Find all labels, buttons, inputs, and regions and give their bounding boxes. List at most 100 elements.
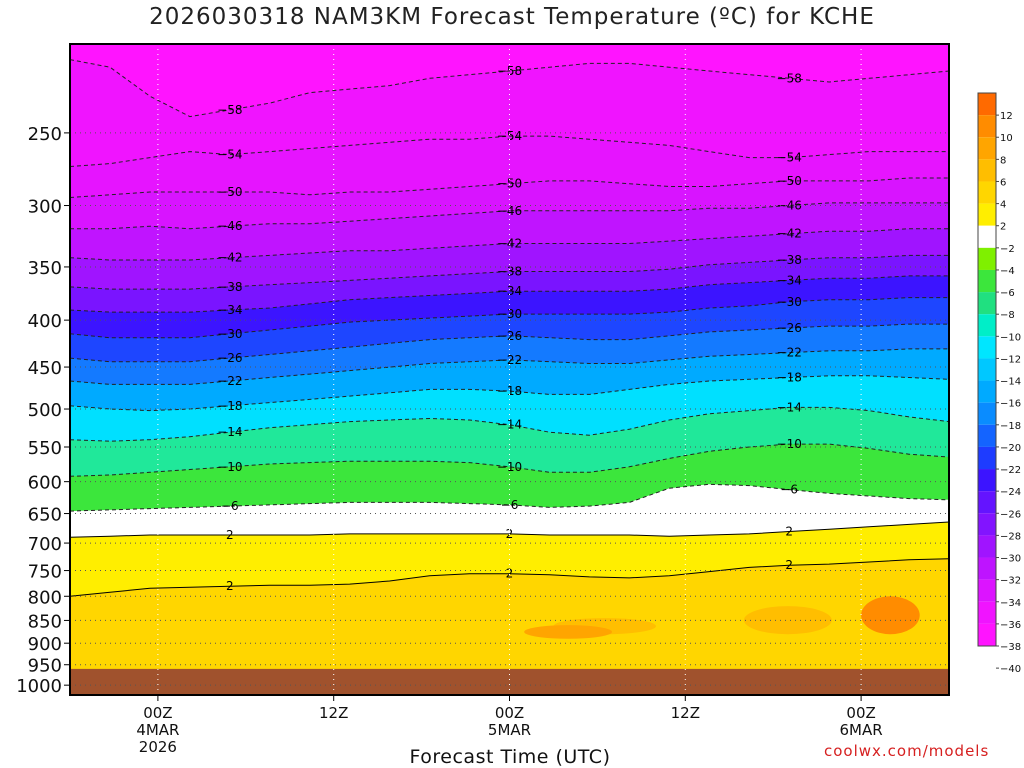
colorbar-label: 6: [1000, 177, 1006, 188]
contour-label: −46: [217, 219, 242, 233]
temperature-band: [70, 558, 949, 695]
x-tick-label: 00Z: [495, 704, 524, 722]
y-tick-label: 700: [28, 534, 62, 555]
contour-line: [70, 521, 949, 538]
colorbar-swatch: [978, 513, 996, 536]
contour-label: −58: [777, 71, 802, 85]
contour-label: 2: [506, 567, 514, 581]
colorbar-label: −6: [1000, 288, 1015, 299]
warm-patch: [524, 625, 613, 639]
contour-label: −10: [497, 460, 522, 474]
colorbar-label: −28: [1000, 531, 1021, 542]
y-tick-label: 750: [28, 562, 62, 583]
contour-line: [70, 59, 949, 118]
contour-label: −42: [497, 236, 522, 250]
contour-label: −38: [497, 264, 522, 278]
colorbar-label: −38: [1000, 642, 1021, 653]
contour-label: 2: [785, 525, 793, 539]
y-tick-label: 400: [28, 311, 62, 332]
y-tick-label: 450: [28, 358, 62, 379]
colorbar-swatch: [978, 292, 996, 315]
y-tick-label: 350: [28, 258, 62, 279]
y-tick-label: 600: [28, 473, 62, 494]
colorbar-label: −18: [1000, 421, 1021, 432]
contour-label: −34: [497, 284, 522, 298]
contour-label: 2: [785, 558, 793, 572]
contour-label: −30: [217, 327, 242, 341]
x-tick-label: 12Z: [319, 704, 348, 722]
colorbar-label: 12: [1000, 111, 1013, 122]
contour-lines: −58 −58 −58 −54 −54 −54 −50 −50 −50 −46 −46 −46 −42 −…: [70, 59, 949, 597]
colorbar-label: 4: [1000, 200, 1006, 211]
colorbar-swatch: [978, 491, 996, 514]
contour-label: −42: [217, 251, 242, 265]
colorbar-label: −16: [1000, 399, 1021, 410]
contour-label: −38: [777, 253, 802, 267]
grid-lines: [70, 44, 949, 695]
contour-label: −58: [217, 103, 242, 117]
y-tick-label: 950: [28, 656, 62, 677]
colorbar-label: −4: [1000, 266, 1015, 277]
colorbar-swatch: [978, 181, 996, 204]
contour-label: −6: [221, 499, 239, 513]
contour-label: −58: [497, 64, 522, 78]
y-tick-label: 1000: [16, 676, 62, 697]
colorbar-swatch: [978, 623, 996, 646]
x-tick-label: 6MAR: [840, 721, 883, 739]
y-axis: 2503003504004505005506006507007508008509…: [16, 124, 70, 697]
colorbar-swatch: [978, 380, 996, 403]
colorbar-swatch: [978, 314, 996, 337]
y-tick-label: 650: [28, 505, 62, 526]
contour-label: −26: [777, 321, 802, 335]
contour-label: −18: [217, 399, 242, 413]
x-axis-label: Forecast Time (UTC): [409, 746, 611, 768]
contour-label: −34: [217, 303, 242, 317]
colorbar-swatch: [978, 203, 996, 226]
colorbar-label: −32: [1000, 576, 1021, 587]
contour-label: −50: [777, 174, 802, 188]
contour-label: −14: [217, 425, 242, 439]
colorbar-label: 10: [1000, 133, 1013, 144]
colorbar-label: −10: [1000, 332, 1021, 343]
colorbar-swatch: [978, 93, 996, 116]
colorbar-label: 2: [1000, 222, 1006, 233]
contour-label: −14: [777, 400, 802, 414]
contour-label: −30: [777, 295, 802, 309]
colorbar-swatch: [978, 247, 996, 270]
y-tick-label: 300: [28, 197, 62, 218]
contour-label: −26: [497, 329, 522, 343]
contour-label: 2: [226, 579, 234, 593]
contour-label: −10: [217, 460, 242, 474]
contour-label: 2: [506, 527, 514, 541]
x-tick-label: 2026: [139, 738, 177, 756]
colorbar-label: −2: [1000, 244, 1015, 255]
colorbar-label: −20: [1000, 443, 1021, 454]
colorbar-frame: [977, 92, 997, 647]
contour-label: −46: [497, 204, 522, 218]
colorbar-swatch: [978, 557, 996, 580]
contour-label: −54: [217, 148, 242, 162]
colorbar-label: −40: [1000, 664, 1021, 675]
colorbar-label: 8: [1000, 155, 1006, 166]
colorbar-swatch: [978, 137, 996, 160]
contour-label: −38: [217, 280, 242, 294]
colorbar-swatch: [978, 402, 996, 425]
contour-label: −50: [217, 185, 242, 199]
y-tick-label: 900: [28, 634, 62, 655]
colorbar-swatch: [978, 535, 996, 558]
x-tick-label: 5MAR: [488, 721, 531, 739]
contour-label: −46: [777, 199, 802, 213]
y-tick-label: 800: [28, 587, 62, 608]
colorbar-label: −8: [1000, 310, 1015, 321]
colorbar-swatch: [978, 446, 996, 470]
x-tick-label: 4MAR: [136, 721, 179, 739]
contour-label: −34: [777, 273, 802, 287]
colorbar-label: −22: [1000, 465, 1021, 476]
contour-label: −22: [217, 374, 242, 388]
contour-label: −50: [497, 177, 522, 191]
credit-link[interactable]: coolwx.com/models: [824, 742, 990, 760]
contour-line: [70, 483, 949, 512]
contour-line: [70, 406, 949, 442]
y-tick-label: 850: [28, 611, 62, 632]
y-tick-label: 250: [28, 124, 62, 145]
